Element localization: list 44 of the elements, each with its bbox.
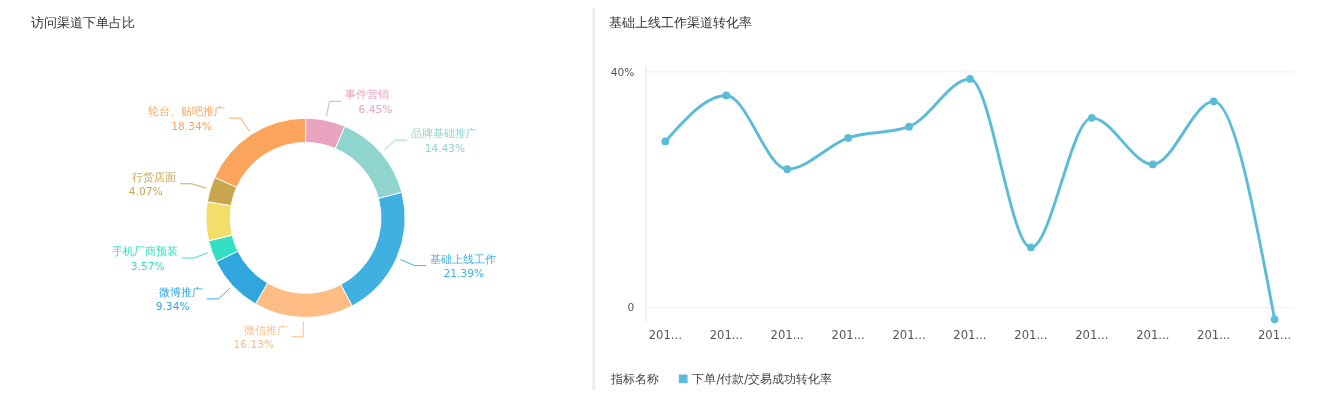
data-label: 9.34% <box>155 300 190 314</box>
x-tick-label: 201... <box>648 327 682 342</box>
point <box>1027 243 1035 252</box>
point <box>722 91 731 100</box>
x-tick-label: 201... <box>770 327 804 342</box>
x-tick-label: 201... <box>1258 327 1292 342</box>
slice-label: 手机厂商预装 <box>112 245 179 259</box>
chart-title: 访问渠道下单占比 <box>30 15 135 31</box>
point <box>1148 160 1157 169</box>
slice-label: 行货店面 <box>132 170 177 184</box>
point <box>844 134 852 142</box>
x-tick-label: 201... <box>1014 327 1048 342</box>
point <box>1270 315 1279 324</box>
point <box>905 122 913 131</box>
point <box>966 75 974 83</box>
x-tick-label: 201... <box>953 327 987 342</box>
data-label: 21.39% <box>443 267 485 281</box>
chart-title: 基础上线工作渠道转化率 <box>609 15 753 31</box>
x-tick-label: 201... <box>892 327 926 342</box>
x-tick-label: 201... <box>831 327 865 342</box>
slice-label: 微信推广 <box>243 323 288 337</box>
data-label: 18.34% <box>171 119 212 133</box>
legend-label: 下单/付款/交易成功转化率 <box>692 372 833 387</box>
data-label: 4.07% <box>128 185 163 199</box>
x-tick-label: 201... <box>709 327 743 342</box>
y-tick-label: 40% <box>610 65 635 79</box>
slice-label: 品牌基础推广 <box>411 127 478 141</box>
point <box>1087 114 1096 122</box>
data-label: 14.43% <box>424 141 466 155</box>
legend-title: 指标名称 <box>610 372 660 387</box>
x-tick-label: 201... <box>1136 327 1170 342</box>
y-tick-label: 0 <box>627 301 635 315</box>
x-tick-label: 201... <box>1197 327 1231 342</box>
point <box>661 137 670 146</box>
point <box>783 165 792 173</box>
slice-label: 基础上线工作 <box>430 252 496 266</box>
slice-label: 事件营销 <box>344 88 389 102</box>
data-label: 16.13% <box>233 338 275 352</box>
point <box>1209 97 1218 106</box>
data-label: 6.45% <box>358 102 393 116</box>
slice-label: 轮台、贴吧推广 <box>148 105 226 119</box>
slice-label: 微博推广 <box>159 286 204 299</box>
data-label: 3.57% <box>130 259 165 273</box>
x-tick-label: 201... <box>1075 327 1109 342</box>
